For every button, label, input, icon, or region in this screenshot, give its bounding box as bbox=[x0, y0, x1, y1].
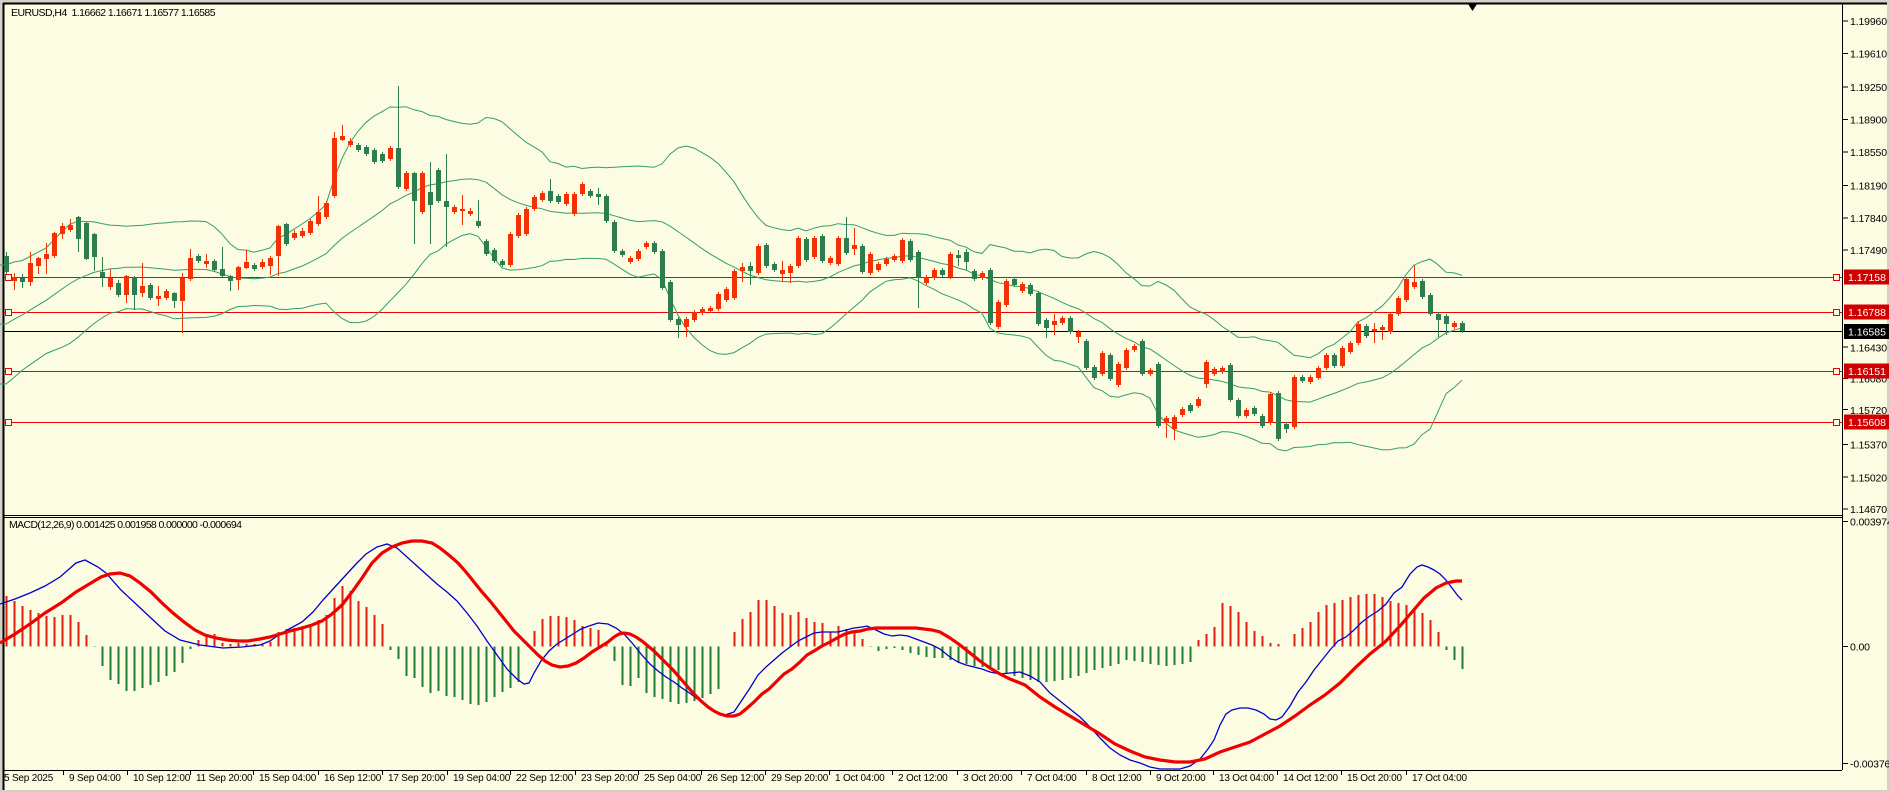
svg-text:1.16585: 1.16585 bbox=[1848, 327, 1886, 339]
svg-text:22 Sep 12:00: 22 Sep 12:00 bbox=[516, 773, 574, 784]
svg-text:9 Sep 04:00: 9 Sep 04:00 bbox=[69, 773, 121, 784]
svg-text:17 Sep 20:00: 17 Sep 20:00 bbox=[388, 773, 446, 784]
svg-text:16 Sep 12:00: 16 Sep 12:00 bbox=[324, 773, 382, 784]
svg-text:10 Sep 12:00: 10 Sep 12:00 bbox=[133, 773, 191, 784]
svg-text:1.15720: 1.15720 bbox=[1850, 405, 1887, 417]
svg-text:7 Oct 04:00: 7 Oct 04:00 bbox=[1027, 773, 1077, 784]
svg-text:1.16788: 1.16788 bbox=[1848, 307, 1886, 319]
svg-text:1.18900: 1.18900 bbox=[1850, 115, 1887, 127]
svg-text:1.17158: 1.17158 bbox=[1848, 272, 1886, 284]
svg-text:1.15608: 1.15608 bbox=[1848, 417, 1886, 429]
svg-text:1.16430: 1.16430 bbox=[1850, 342, 1887, 354]
svg-text:-0.003766: -0.003766 bbox=[1850, 759, 1889, 771]
svg-text:29 Sep 20:00: 29 Sep 20:00 bbox=[771, 773, 829, 784]
svg-text:17 Oct 04:00: 17 Oct 04:00 bbox=[1412, 773, 1467, 784]
svg-text:1.18190: 1.18190 bbox=[1850, 181, 1887, 193]
svg-text:0.003974: 0.003974 bbox=[1850, 517, 1889, 529]
svg-text:1.16151: 1.16151 bbox=[1848, 366, 1886, 378]
svg-text:9 Oct 20:00: 9 Oct 20:00 bbox=[1156, 773, 1206, 784]
svg-text:19 Sep 04:00: 19 Sep 04:00 bbox=[453, 773, 511, 784]
svg-text:13 Oct 04:00: 13 Oct 04:00 bbox=[1219, 773, 1274, 784]
svg-text:1.14670: 1.14670 bbox=[1850, 504, 1887, 516]
svg-text:1.15370: 1.15370 bbox=[1850, 440, 1887, 452]
svg-text:0.00: 0.00 bbox=[1850, 642, 1870, 654]
svg-text:1 Oct 04:00: 1 Oct 04:00 bbox=[835, 773, 885, 784]
svg-text:1.15020: 1.15020 bbox=[1850, 472, 1887, 484]
svg-text:EURUSD,H4 1.16662 1.16671 1.1: EURUSD,H4 1.16662 1.16671 1.16577 1.1658… bbox=[11, 7, 216, 19]
svg-text:11 Sep 20:00: 11 Sep 20:00 bbox=[196, 773, 253, 784]
svg-text:15 Oct 20:00: 15 Oct 20:00 bbox=[1347, 773, 1402, 784]
svg-text:1.19610: 1.19610 bbox=[1850, 49, 1887, 61]
svg-text:3 Oct 20:00: 3 Oct 20:00 bbox=[963, 773, 1013, 784]
svg-text:8 Oct 12:00: 8 Oct 12:00 bbox=[1092, 773, 1142, 784]
svg-text:1.17490: 1.17490 bbox=[1850, 245, 1887, 257]
svg-text:1.19250: 1.19250 bbox=[1850, 82, 1887, 94]
svg-text:1.17840: 1.17840 bbox=[1850, 213, 1887, 225]
svg-text:MACD(12,26,9) 0.001425 0.00195: MACD(12,26,9) 0.001425 0.001958 0.000000… bbox=[9, 519, 242, 531]
svg-text:1.19960: 1.19960 bbox=[1850, 16, 1887, 28]
svg-text:14 Oct 12:00: 14 Oct 12:00 bbox=[1283, 773, 1338, 784]
svg-text:1.18550: 1.18550 bbox=[1850, 147, 1887, 159]
svg-text:5 Sep 2025: 5 Sep 2025 bbox=[4, 773, 54, 784]
svg-text:26 Sep 12:00: 26 Sep 12:00 bbox=[707, 773, 765, 784]
svg-text:15 Sep 04:00: 15 Sep 04:00 bbox=[259, 773, 317, 784]
svg-text:25 Sep 04:00: 25 Sep 04:00 bbox=[644, 773, 702, 784]
svg-text:2 Oct 12:00: 2 Oct 12:00 bbox=[898, 773, 948, 784]
svg-text:23 Sep 20:00: 23 Sep 20:00 bbox=[581, 773, 639, 784]
